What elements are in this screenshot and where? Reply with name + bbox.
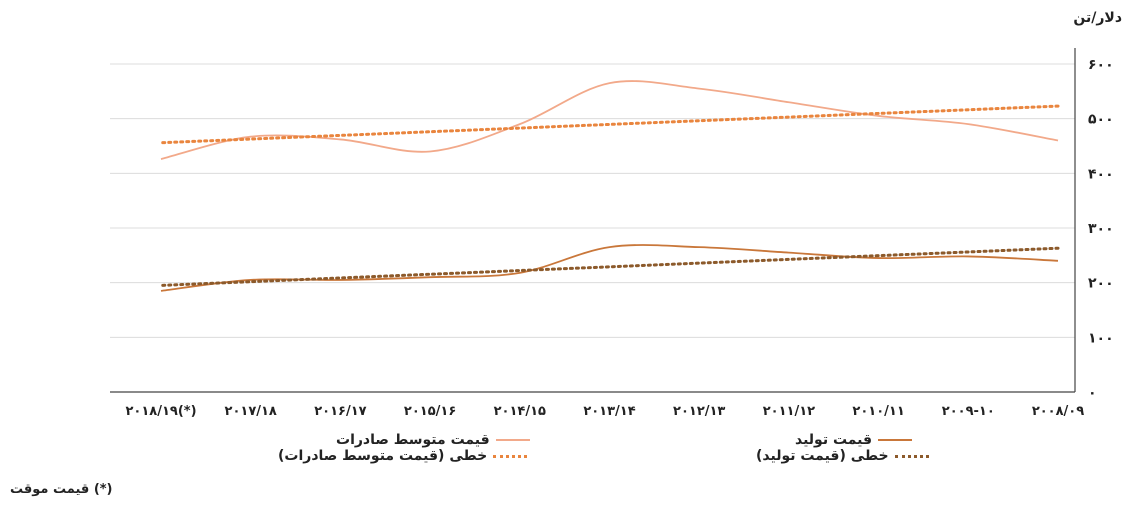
y-tick-label: ۲۰۰ [1088, 276, 1114, 292]
x-tick-labels: ۲۰۰۸/۰۹ ۲۰۰۹-۱۰ ۲۰۱۰/۱۱ ۲۰۱۱/۱۲ ۲۰۱۲/۱۳ ۲۰۱۳/… [125, 404, 1084, 419]
grid-lines [110, 63, 1075, 338]
legend-swatch-solid [878, 439, 913, 441]
legend: قیمت تولید خطی (قیمت تولید) قیمت متوسط ص… [0, 428, 1132, 468]
x-tick-label: ۲۰۱۷/۱۸ [225, 404, 277, 419]
legend-label: قیمت متوسط صادرات [336, 432, 490, 448]
legend-swatch-dotted [894, 454, 929, 458]
legend-label: خطی (قیمت متوسط صادرات) [278, 448, 488, 464]
x-tick-label: ۲۰۱۰/۱۱ [852, 404, 904, 419]
legend-label: قیمت تولید [795, 432, 873, 448]
series-lines [159, 80, 1060, 292]
y-tick-label: ۳۰۰ [1088, 221, 1114, 237]
legend-item-production-price: قیمت تولید [795, 432, 913, 448]
y-tick-label: ۱۰۰ [1088, 330, 1114, 346]
legend-item-export-trend: خطی (قیمت متوسط صادرات) [278, 448, 528, 464]
y-tick-label: ۰ [1088, 385, 1097, 401]
legend-swatch-dotted [493, 454, 528, 458]
x-tick-label: ۲۰۱۵/۱۶ [404, 404, 456, 419]
series-line-1 [160, 244, 1059, 292]
series-line-3 [159, 246, 1060, 287]
x-tick-label: ۲۰۱۸/۱۹(*) [125, 404, 196, 419]
x-tick-label: ۲۰۱۶/۱۷ [314, 404, 366, 419]
legend-swatch-solid [495, 439, 530, 441]
x-tick-label: ۲۰۰۹-۱۰ [942, 404, 995, 419]
x-tick-label: ۲۰۰۸/۰۹ [1032, 404, 1084, 419]
footnote: (*) قیمت موقت [10, 482, 113, 497]
x-tick-label: ۲۰۱۴/۱۵ [494, 404, 546, 419]
x-tick-label: ۲۰۱۳/۱۴ [583, 404, 635, 419]
y-tick-label: ۵۰۰ [1088, 112, 1114, 128]
y-tick-labels: ۰ ۱۰۰ ۲۰۰ ۳۰۰ ۴۰۰ ۵۰۰ ۶۰۰ [1088, 57, 1114, 401]
y-axis-unit-label: دلار/تن [1073, 10, 1122, 26]
legend-label: خطی (قیمت تولید) [756, 448, 889, 464]
x-tick-label: ۲۰۱۱/۱۲ [763, 404, 815, 419]
y-tick-label: ۴۰۰ [1088, 166, 1114, 182]
y-tick-label: ۶۰۰ [1088, 57, 1114, 73]
legend-item-export-price: قیمت متوسط صادرات [336, 432, 530, 448]
series-line-0 [160, 80, 1059, 160]
series-line-2 [159, 104, 1060, 145]
axes [110, 48, 1076, 393]
legend-item-production-trend: خطی (قیمت تولید) [756, 448, 929, 464]
line-chart: ۰ ۱۰۰ ۲۰۰ ۳۰۰ ۴۰۰ ۵۰۰ ۶۰۰ ۲۰۰۸/۰۹ ۲۰۰۹-۱۰ ۲۰۱۰/۱… [110, 48, 1114, 419]
x-tick-label: ۲۰۱۲/۱۳ [673, 404, 725, 419]
